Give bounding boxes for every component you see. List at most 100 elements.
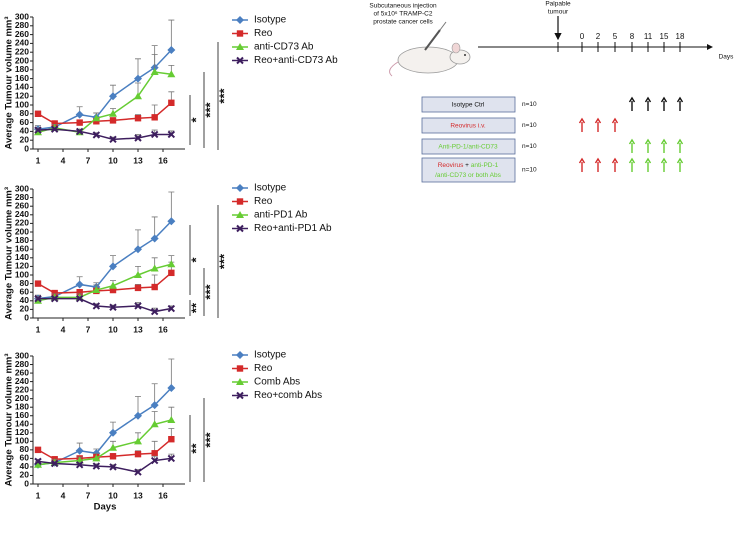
y-tick-label: 240 [15,38,29,48]
timeline-label: 11 [644,32,653,41]
group-label-part: + [463,162,470,169]
group-label-part: Anti-PD-1/anti-CD73 [438,143,498,150]
marker [134,92,142,100]
injection-text: Subcutaneous injection [369,3,437,10]
group-label-part: /anti-CD73 or both Abs [435,172,502,179]
x-tick-label: 7 [86,324,91,334]
y-tick-label: 120 [15,261,29,271]
dose-arrow [578,117,586,132]
x-tick-label: 7 [86,490,91,500]
marker [109,463,117,471]
dose-arrow [660,96,668,111]
marker [167,384,176,392]
marker [167,454,176,463]
group-box [421,138,516,155]
dose-arrow [611,157,619,172]
y-tick-label: 60 [20,286,30,296]
y-tick-label: 200 [15,226,29,236]
x-tick-label: 1 [36,490,41,500]
y-tick-label: 80 [20,108,30,118]
dose-arrow [644,138,652,153]
group-label: Reovirus + anti-PD-1/anti-CD73 or both A… [435,162,502,179]
marker [34,126,42,134]
marker [167,70,176,78]
dose-arrow [628,96,636,111]
y-tick-label: 220 [15,46,29,56]
group-label-part: Reovirus i.v. [450,122,485,129]
marker [134,134,142,142]
x-tick-label: 10 [108,155,118,165]
marker [168,269,175,277]
marker [236,365,244,372]
marker [134,271,142,278]
group-label-part: Reovirus [438,162,464,169]
marker [236,184,244,192]
marker [236,224,244,233]
x-tick-label: 13 [133,155,143,165]
marker [151,283,158,291]
y-tick-label: 60 [20,117,30,127]
y-tick-label: 220 [15,384,29,394]
marker [76,289,83,296]
timeline-label: 2 [596,32,601,41]
y-tick-label: 240 [15,376,29,386]
y-tick-label: 160 [15,73,29,83]
marker [50,459,59,468]
x-tick-label: 4 [61,490,66,500]
legend-label: Isotype [254,350,287,361]
marker [92,131,101,139]
error-bar [168,191,175,222]
y-tick-label: 140 [15,419,29,429]
palpable-text: tumour [548,9,569,16]
y-axis-label: Average Tumour volume mm³ [4,16,15,149]
legend-label: anti-CD73 Ab [254,42,314,53]
marker [92,114,101,122]
group-n: n=10 [522,101,537,108]
y-tick-label: 140 [15,82,29,92]
marker [151,450,158,457]
marker [93,118,100,125]
dose-arrow [578,157,586,172]
marker [236,391,244,400]
series-line [37,220,172,300]
marker [109,117,117,124]
marker [92,286,101,294]
dose-arrow [594,117,602,132]
legend-label: Reo+anti-PD1 Ab [254,223,332,234]
y-tick-label: 20 [20,134,30,144]
injection-text: prostate cancer cells [373,19,433,26]
marker [150,401,159,410]
marker [236,198,244,205]
significance-label: *** [216,87,231,103]
y-tick-label: 100 [15,436,29,446]
y-tick-label: 280 [15,20,29,30]
significance-label: ** [188,443,203,454]
marker [168,99,175,106]
dose-arrow [594,157,602,172]
y-tick-label: 300 [15,11,29,21]
y-tick-label: 60 [20,453,30,463]
x-tick-label: 4 [61,324,66,334]
marker [109,428,117,437]
marker [109,262,117,271]
y-axis-label: Average Tumour volume mm³ [4,353,15,486]
marker [109,109,117,117]
y-tick-label: 0 [24,478,29,488]
legend-label: Reo [254,363,273,374]
marker [76,119,83,126]
y-tick-label: 0 [24,312,29,322]
group-label-part: anti-PD-1 [471,162,499,169]
marker [75,294,84,303]
palpable-text: Palpable [545,1,571,8]
marker [134,302,142,310]
y-tick-label: 100 [15,99,29,109]
legend-label: Comb Abs [254,377,300,388]
marker [92,302,101,310]
y-tick-label: 220 [15,218,29,228]
marker [134,411,142,420]
marker [109,443,117,451]
significance-label: ** [188,302,203,313]
legend-label: Isotype [254,183,287,194]
y-tick-label: 180 [15,235,29,245]
